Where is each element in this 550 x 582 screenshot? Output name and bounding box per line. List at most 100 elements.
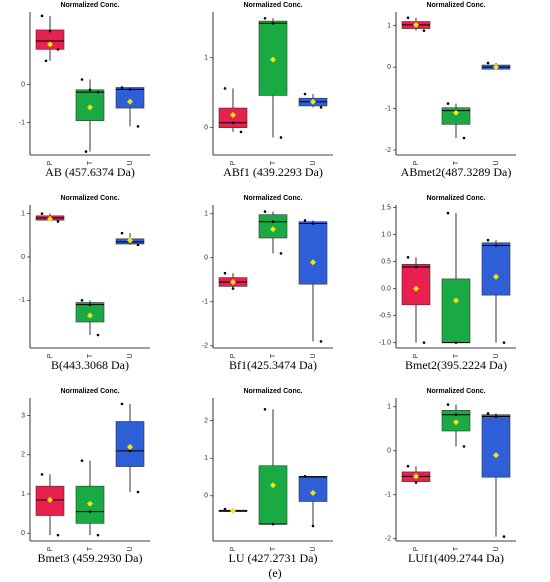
data-point bbox=[80, 78, 84, 81]
data-point bbox=[80, 299, 84, 302]
mean-marker bbox=[47, 41, 53, 48]
x-tick-label: P bbox=[47, 353, 54, 358]
x-tick-label: U bbox=[310, 160, 317, 165]
mean-marker bbox=[453, 297, 459, 304]
data-point bbox=[406, 16, 410, 20]
x-tick-label: P bbox=[413, 353, 420, 358]
data-point bbox=[303, 92, 307, 96]
data-point bbox=[263, 210, 267, 213]
x-tick-label: T bbox=[270, 546, 277, 551]
box bbox=[441, 107, 471, 125]
panel-label: AB (457.6374 Da) bbox=[45, 165, 135, 179]
mean-marker bbox=[270, 226, 276, 233]
mean-marker bbox=[270, 482, 276, 489]
y-tick-label: -2 bbox=[385, 147, 391, 154]
mean-marker bbox=[453, 109, 459, 116]
y-tick-label: 1 bbox=[21, 491, 25, 498]
x-tick-label: P bbox=[230, 353, 237, 358]
y-tick-label: 1.0 bbox=[381, 232, 391, 239]
panel-title: Normalized Conc. bbox=[60, 2, 119, 9]
y-tick-label: 1.5 bbox=[381, 205, 391, 212]
data-point bbox=[231, 121, 235, 125]
box bbox=[481, 414, 511, 478]
data-point bbox=[223, 507, 227, 511]
data-point bbox=[494, 415, 498, 418]
data-point bbox=[462, 445, 466, 448]
data-point bbox=[303, 474, 307, 478]
x-tick-label: U bbox=[493, 160, 500, 165]
data-point bbox=[494, 244, 498, 247]
x-tick-label: T bbox=[87, 160, 94, 165]
mean-marker bbox=[230, 112, 236, 119]
y-tick-label: 3 bbox=[21, 412, 25, 419]
x-tick-label: U bbox=[127, 160, 134, 165]
mean-marker bbox=[413, 285, 419, 292]
data-point bbox=[311, 524, 315, 528]
x-tick-label: P bbox=[230, 160, 237, 165]
panel-label: Bmet2(395.2224 Da) bbox=[405, 358, 507, 372]
data-point bbox=[96, 533, 100, 537]
x-tick-label: T bbox=[270, 353, 277, 358]
panel-label: Bmet3 (459.2930 Da) bbox=[38, 551, 143, 565]
y-tick-label: 1 bbox=[204, 54, 208, 61]
data-point bbox=[502, 535, 506, 538]
data-point bbox=[414, 481, 418, 484]
data-point bbox=[303, 219, 307, 222]
box bbox=[75, 302, 105, 323]
data-point bbox=[486, 412, 490, 415]
box bbox=[258, 20, 288, 96]
y-tick-label: -1 bbox=[202, 299, 208, 306]
y-tick-label: 0 bbox=[387, 448, 391, 455]
panel-label: LU (427.2731 Da) bbox=[229, 551, 318, 565]
data-point bbox=[56, 220, 60, 223]
panel-title: Normalized Conc. bbox=[243, 2, 302, 9]
x-tick-label: U bbox=[493, 353, 500, 358]
data-point bbox=[486, 61, 490, 65]
x-tick-label: U bbox=[127, 546, 134, 551]
data-point bbox=[271, 21, 275, 25]
y-tick-label: -0.5 bbox=[379, 312, 391, 319]
data-point bbox=[40, 212, 44, 215]
mean-marker bbox=[493, 452, 499, 459]
x-tick-label: T bbox=[87, 546, 94, 551]
y-tick-label: 0 bbox=[387, 64, 391, 71]
data-point bbox=[136, 125, 140, 128]
box bbox=[298, 221, 328, 285]
data-point bbox=[454, 341, 458, 344]
box bbox=[258, 465, 288, 525]
y-tick-label: -1 bbox=[19, 119, 25, 126]
mean-marker bbox=[413, 473, 419, 480]
data-point bbox=[136, 490, 140, 494]
mean-marker bbox=[87, 500, 93, 507]
mean-marker bbox=[87, 312, 93, 319]
panel-label: B(443.3068 Da) bbox=[51, 358, 129, 372]
y-tick-label: -1 bbox=[385, 492, 391, 499]
data-point bbox=[319, 340, 323, 343]
data-point bbox=[128, 88, 132, 91]
data-point bbox=[120, 231, 124, 235]
panel-label: Bf1(425.3474 Da) bbox=[229, 358, 317, 372]
data-point bbox=[414, 265, 418, 269]
x-tick-label: U bbox=[310, 353, 317, 358]
y-tick-label: -2 bbox=[385, 536, 391, 543]
y-tick-label: -1 bbox=[385, 105, 391, 112]
panel-label: LUf1(409.2744 Da) bbox=[408, 551, 504, 565]
mean-marker bbox=[127, 98, 133, 105]
data-point bbox=[454, 413, 458, 417]
mean-marker bbox=[127, 443, 133, 450]
y-tick-label: 1 bbox=[21, 211, 25, 218]
data-point bbox=[136, 243, 140, 247]
data-point bbox=[56, 48, 60, 51]
data-point bbox=[84, 150, 88, 153]
data-point bbox=[88, 88, 92, 92]
box bbox=[401, 264, 431, 306]
data-point bbox=[406, 256, 410, 259]
data-point bbox=[88, 510, 92, 513]
x-tick-label: U bbox=[310, 546, 317, 551]
x-tick-label: P bbox=[47, 160, 54, 165]
mean-marker bbox=[413, 21, 419, 28]
data-point bbox=[446, 211, 450, 215]
x-tick-label: P bbox=[413, 160, 420, 165]
panel-title: Normalized Conc. bbox=[426, 388, 485, 395]
